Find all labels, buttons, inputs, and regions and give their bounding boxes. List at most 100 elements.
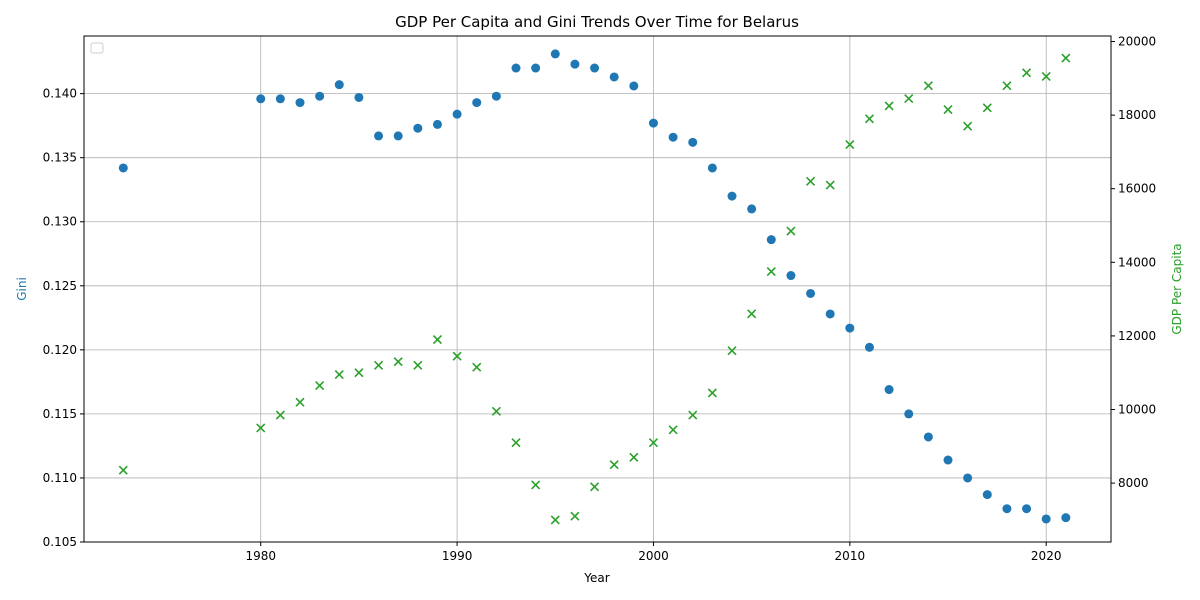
gini-point bbox=[825, 309, 835, 319]
right-y-tick-label: 20000 bbox=[1118, 35, 1156, 49]
gini-point bbox=[688, 137, 698, 147]
gini-point bbox=[452, 109, 462, 119]
gini-point bbox=[1022, 504, 1032, 514]
right-y-tick-label: 10000 bbox=[1118, 403, 1156, 417]
gdp-per-capita-point bbox=[373, 360, 384, 370]
gdp-per-capita-point bbox=[354, 368, 364, 378]
left-y-tick-label: 0.120 bbox=[43, 343, 77, 357]
gini-point bbox=[1002, 504, 1012, 514]
gdp-per-capita-point bbox=[786, 226, 796, 236]
gini-point bbox=[648, 118, 658, 128]
left-y-tick-label: 0.135 bbox=[43, 151, 77, 165]
left-y-tick-label: 0.140 bbox=[43, 87, 77, 101]
x-tick-label: 2010 bbox=[835, 549, 866, 563]
gdp-per-capita-point bbox=[845, 139, 855, 150]
gdp-per-capita-point bbox=[472, 362, 482, 372]
left-y-tick-label: 0.130 bbox=[43, 215, 77, 229]
left-y-tick-label: 0.125 bbox=[43, 279, 77, 293]
gini-point bbox=[629, 81, 639, 91]
gdp-per-capita-point bbox=[393, 357, 403, 367]
chart-title: GDP Per Capita and Gini Trends Over Time… bbox=[395, 13, 799, 31]
gdp-per-capita-point bbox=[452, 351, 462, 361]
gini-point bbox=[393, 131, 403, 141]
gdp-per-capita-point bbox=[1021, 68, 1032, 78]
gdp-per-capita-point bbox=[648, 438, 659, 448]
right-y-tick-label: 16000 bbox=[1118, 182, 1156, 196]
gdp-per-capita-point bbox=[589, 482, 600, 492]
gdp-per-capita-point bbox=[315, 381, 325, 391]
legend-box bbox=[90, 42, 104, 54]
gini-point bbox=[923, 432, 933, 442]
right-y-tick-label: 18000 bbox=[1118, 108, 1156, 122]
gdp-per-capita-point bbox=[923, 81, 933, 91]
gini-point bbox=[904, 409, 914, 419]
gdp-per-capita-point bbox=[943, 105, 953, 115]
gdp-per-capita-point bbox=[432, 335, 443, 345]
gini-point bbox=[256, 94, 266, 104]
right-y-tick-label: 12000 bbox=[1118, 329, 1156, 343]
gdp-per-capita-point bbox=[904, 93, 914, 104]
gini-point bbox=[982, 490, 992, 500]
left-y-tick-label: 0.105 bbox=[43, 535, 77, 549]
gini-point bbox=[315, 91, 325, 101]
left-y-tick-label: 0.115 bbox=[43, 407, 77, 421]
gini-point bbox=[1061, 513, 1071, 523]
gdp-per-capita-point bbox=[295, 397, 305, 407]
gdp-per-capita-point bbox=[747, 309, 757, 319]
right-y-tick-label: 8000 bbox=[1118, 476, 1149, 490]
right-axis-ticks: 8000 10000 12000 14000 16000 18000 20000 bbox=[1111, 35, 1156, 490]
gini-point bbox=[864, 342, 874, 352]
gdp-per-capita-point bbox=[570, 511, 580, 521]
gdp-per-capita-point bbox=[727, 346, 737, 356]
x-axis-ticks: 1980 1990 2000 2010 2020 bbox=[245, 542, 1061, 563]
gini-point bbox=[1041, 514, 1051, 524]
gdp-per-capita-point bbox=[1061, 53, 1071, 63]
gdp-per-capita-point bbox=[609, 460, 619, 470]
gini-point bbox=[747, 204, 757, 214]
gdp-per-capita-point bbox=[1002, 81, 1012, 91]
x-tick-label: 2020 bbox=[1031, 549, 1062, 563]
gini-point bbox=[943, 455, 953, 465]
right-axis-label: GDP Per Capita bbox=[1170, 243, 1184, 334]
gini-point bbox=[491, 91, 501, 101]
gdp-per-capita-point bbox=[118, 465, 128, 475]
gini-point bbox=[806, 288, 816, 298]
grid bbox=[84, 36, 1111, 543]
gdp-per-capita-point bbox=[491, 406, 501, 416]
x-axis-label: Year bbox=[583, 571, 609, 585]
left-axis-label: Gini bbox=[15, 277, 29, 301]
gini-point bbox=[570, 59, 580, 69]
gdp-per-capita-point bbox=[275, 410, 285, 420]
gdp-per-capita-point bbox=[413, 360, 423, 370]
gini-point bbox=[354, 92, 364, 102]
gdp-per-capita-point bbox=[629, 452, 639, 462]
gini-point bbox=[845, 323, 855, 333]
gini-point bbox=[766, 235, 776, 245]
gdp-per-capita-point bbox=[982, 103, 992, 113]
gini-point bbox=[707, 163, 717, 173]
x-tick-label: 1980 bbox=[245, 549, 276, 563]
gdp-per-capita-point bbox=[550, 515, 560, 525]
gdp-per-capita-point bbox=[707, 388, 717, 398]
gini-point bbox=[609, 72, 619, 82]
gini-point bbox=[295, 98, 305, 108]
plot-frame bbox=[83, 35, 1112, 543]
gini-point bbox=[963, 473, 973, 483]
gdp-per-capita-point bbox=[1041, 71, 1051, 82]
right-y-tick-label: 14000 bbox=[1118, 255, 1156, 269]
gini-point bbox=[668, 132, 678, 142]
gini-point bbox=[334, 80, 344, 90]
left-y-tick-label: 0.110 bbox=[43, 471, 77, 485]
gdp-per-capita-point bbox=[884, 101, 894, 111]
gini-point bbox=[786, 271, 796, 281]
gini-point bbox=[531, 63, 541, 73]
gini-point bbox=[374, 131, 384, 141]
gdp-per-capita-point bbox=[805, 176, 816, 186]
x-tick-label: 1990 bbox=[442, 549, 473, 563]
x-tick-label: 2000 bbox=[638, 549, 669, 563]
gdp-per-capita-point bbox=[511, 438, 521, 448]
gdp-per-capita-point bbox=[531, 480, 541, 490]
gdp-per-capita-point bbox=[334, 369, 344, 380]
gdp-per-capita-point bbox=[688, 410, 698, 420]
